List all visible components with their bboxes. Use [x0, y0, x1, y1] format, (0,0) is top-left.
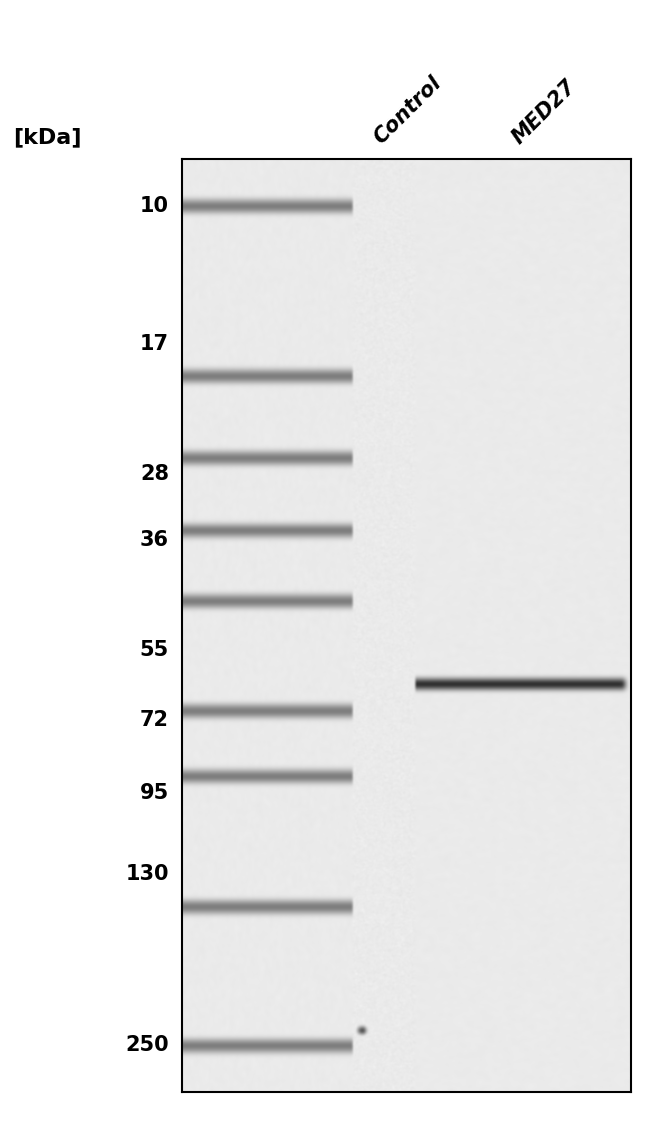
Text: 17: 17: [140, 334, 169, 354]
Text: 36: 36: [140, 530, 169, 549]
Text: 55: 55: [140, 640, 169, 661]
Text: Control: Control: [370, 73, 445, 148]
Text: 10: 10: [140, 196, 169, 216]
Text: MED27: MED27: [509, 76, 580, 148]
Text: 250: 250: [125, 1035, 169, 1055]
Text: 95: 95: [140, 782, 169, 803]
Text: 72: 72: [140, 711, 169, 730]
Text: [kDa]: [kDa]: [13, 127, 81, 148]
Text: 28: 28: [140, 464, 169, 484]
Text: 130: 130: [125, 864, 169, 885]
